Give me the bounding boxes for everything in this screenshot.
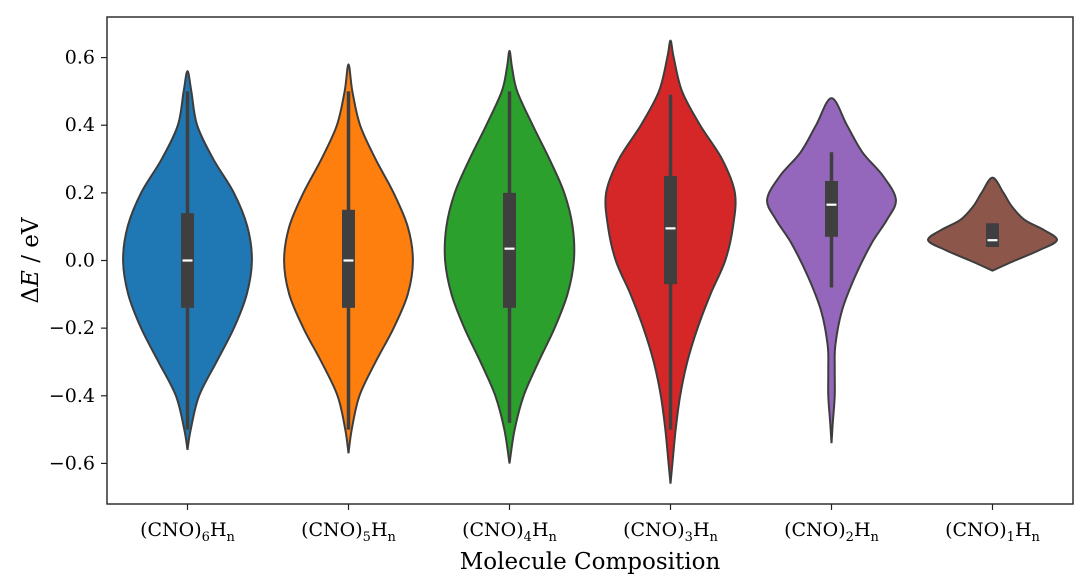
plot-frame — [106, 16, 1074, 505]
violin-2 — [283, 63, 414, 454]
y-tick-label: −0.4 — [49, 385, 95, 407]
y-axis: −0.6 −0.4 −0.2 0.0 0.2 0.4 0.6 — [49, 47, 107, 474]
x-tick-label: (CNO)1Hn — [945, 519, 1040, 545]
x-tick-label: (CNO)3Hn — [623, 519, 718, 545]
violin-layer — [122, 39, 1058, 484]
violin-3 — [443, 49, 576, 464]
iqr-box — [664, 175, 677, 285]
x-tick-label: (CNO)2Hn — [784, 519, 879, 545]
iqr-box — [986, 223, 999, 247]
y-tick-label: −0.2 — [49, 317, 95, 339]
y-tick-label: −0.6 — [49, 452, 95, 474]
iqr-box — [342, 209, 355, 308]
y-tick-label: 0.4 — [65, 114, 95, 136]
iqr-box — [825, 181, 838, 237]
violin-4 — [604, 39, 737, 484]
x-axis: (CNO)6Hn (CNO)5Hn (CNO)4Hn (CNO)3Hn (CNO)2Hn… — [140, 504, 1041, 545]
y-tick-label: 0.2 — [65, 182, 95, 204]
x-tick-label: (CNO)6Hn — [140, 519, 235, 545]
iqr-box — [503, 192, 516, 308]
x-tick-label: (CNO)4Hn — [462, 519, 557, 545]
y-tick-label: 0.0 — [65, 250, 95, 272]
x-tick-label: (CNO)5Hn — [301, 519, 396, 545]
x-axis-title: Molecule Composition — [460, 549, 721, 574]
y-tick-label: 0.6 — [65, 47, 95, 69]
y-axis-title: ΔE / eV — [18, 217, 44, 303]
violin-6 — [927, 176, 1058, 272]
violin-5 — [766, 97, 897, 444]
violin-1 — [122, 70, 253, 451]
